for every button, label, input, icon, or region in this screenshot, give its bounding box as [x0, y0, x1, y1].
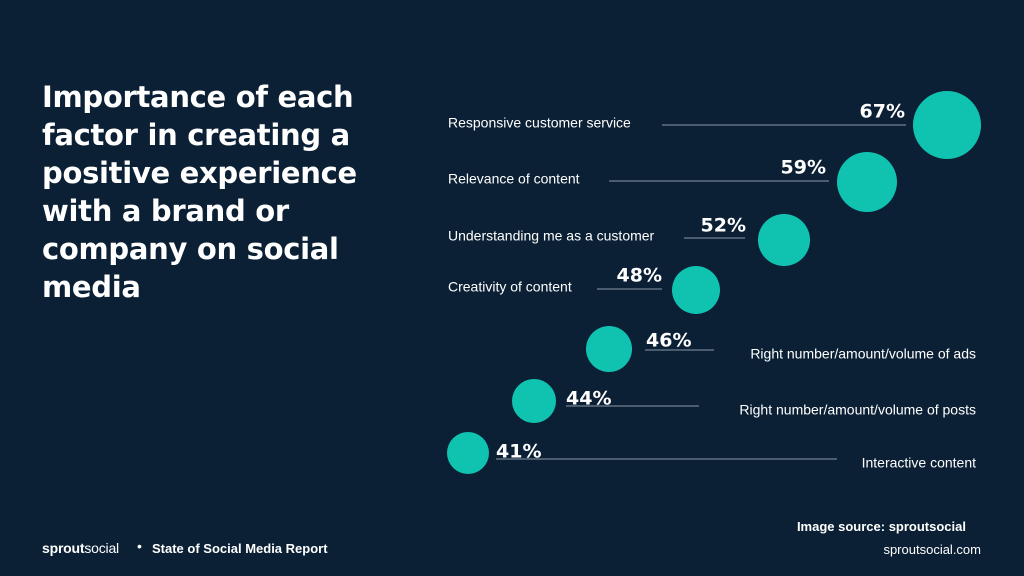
value-bubble: [512, 379, 556, 423]
value-bubble: [913, 91, 981, 159]
category-label: Right number/amount/volume of posts: [739, 402, 976, 418]
value-bubble: [758, 214, 810, 266]
value-bubble: [837, 152, 897, 212]
value-bubble: [447, 432, 489, 474]
value-label: 67%: [860, 101, 905, 123]
report-name: State of Social Media Report: [152, 541, 328, 556]
sproutsocial-logo: sproutsocial: [42, 540, 119, 556]
site-url: sproutsocial.com: [883, 542, 981, 557]
value-label: 46%: [646, 330, 691, 352]
value-label: 59%: [781, 157, 826, 179]
category-label: Understanding me as a customer: [448, 228, 655, 244]
image-source: Image source: sproutsocial: [796, 519, 966, 534]
chart-title: Importance of each factor in creating a …: [42, 80, 357, 304]
value-label: 44%: [566, 388, 611, 410]
category-label: Right number/amount/volume of ads: [750, 346, 976, 362]
footer-separator: •: [137, 538, 142, 554]
value-label: 48%: [617, 265, 662, 287]
category-label: Relevance of content: [448, 171, 580, 187]
value-bubble: [672, 266, 720, 314]
category-label: Interactive content: [862, 455, 977, 471]
category-label: Responsive customer service: [448, 115, 631, 131]
value-label: 52%: [701, 215, 746, 237]
value-label: 41%: [496, 441, 541, 463]
value-bubble: [586, 326, 632, 372]
category-label: Creativity of content: [448, 279, 572, 295]
